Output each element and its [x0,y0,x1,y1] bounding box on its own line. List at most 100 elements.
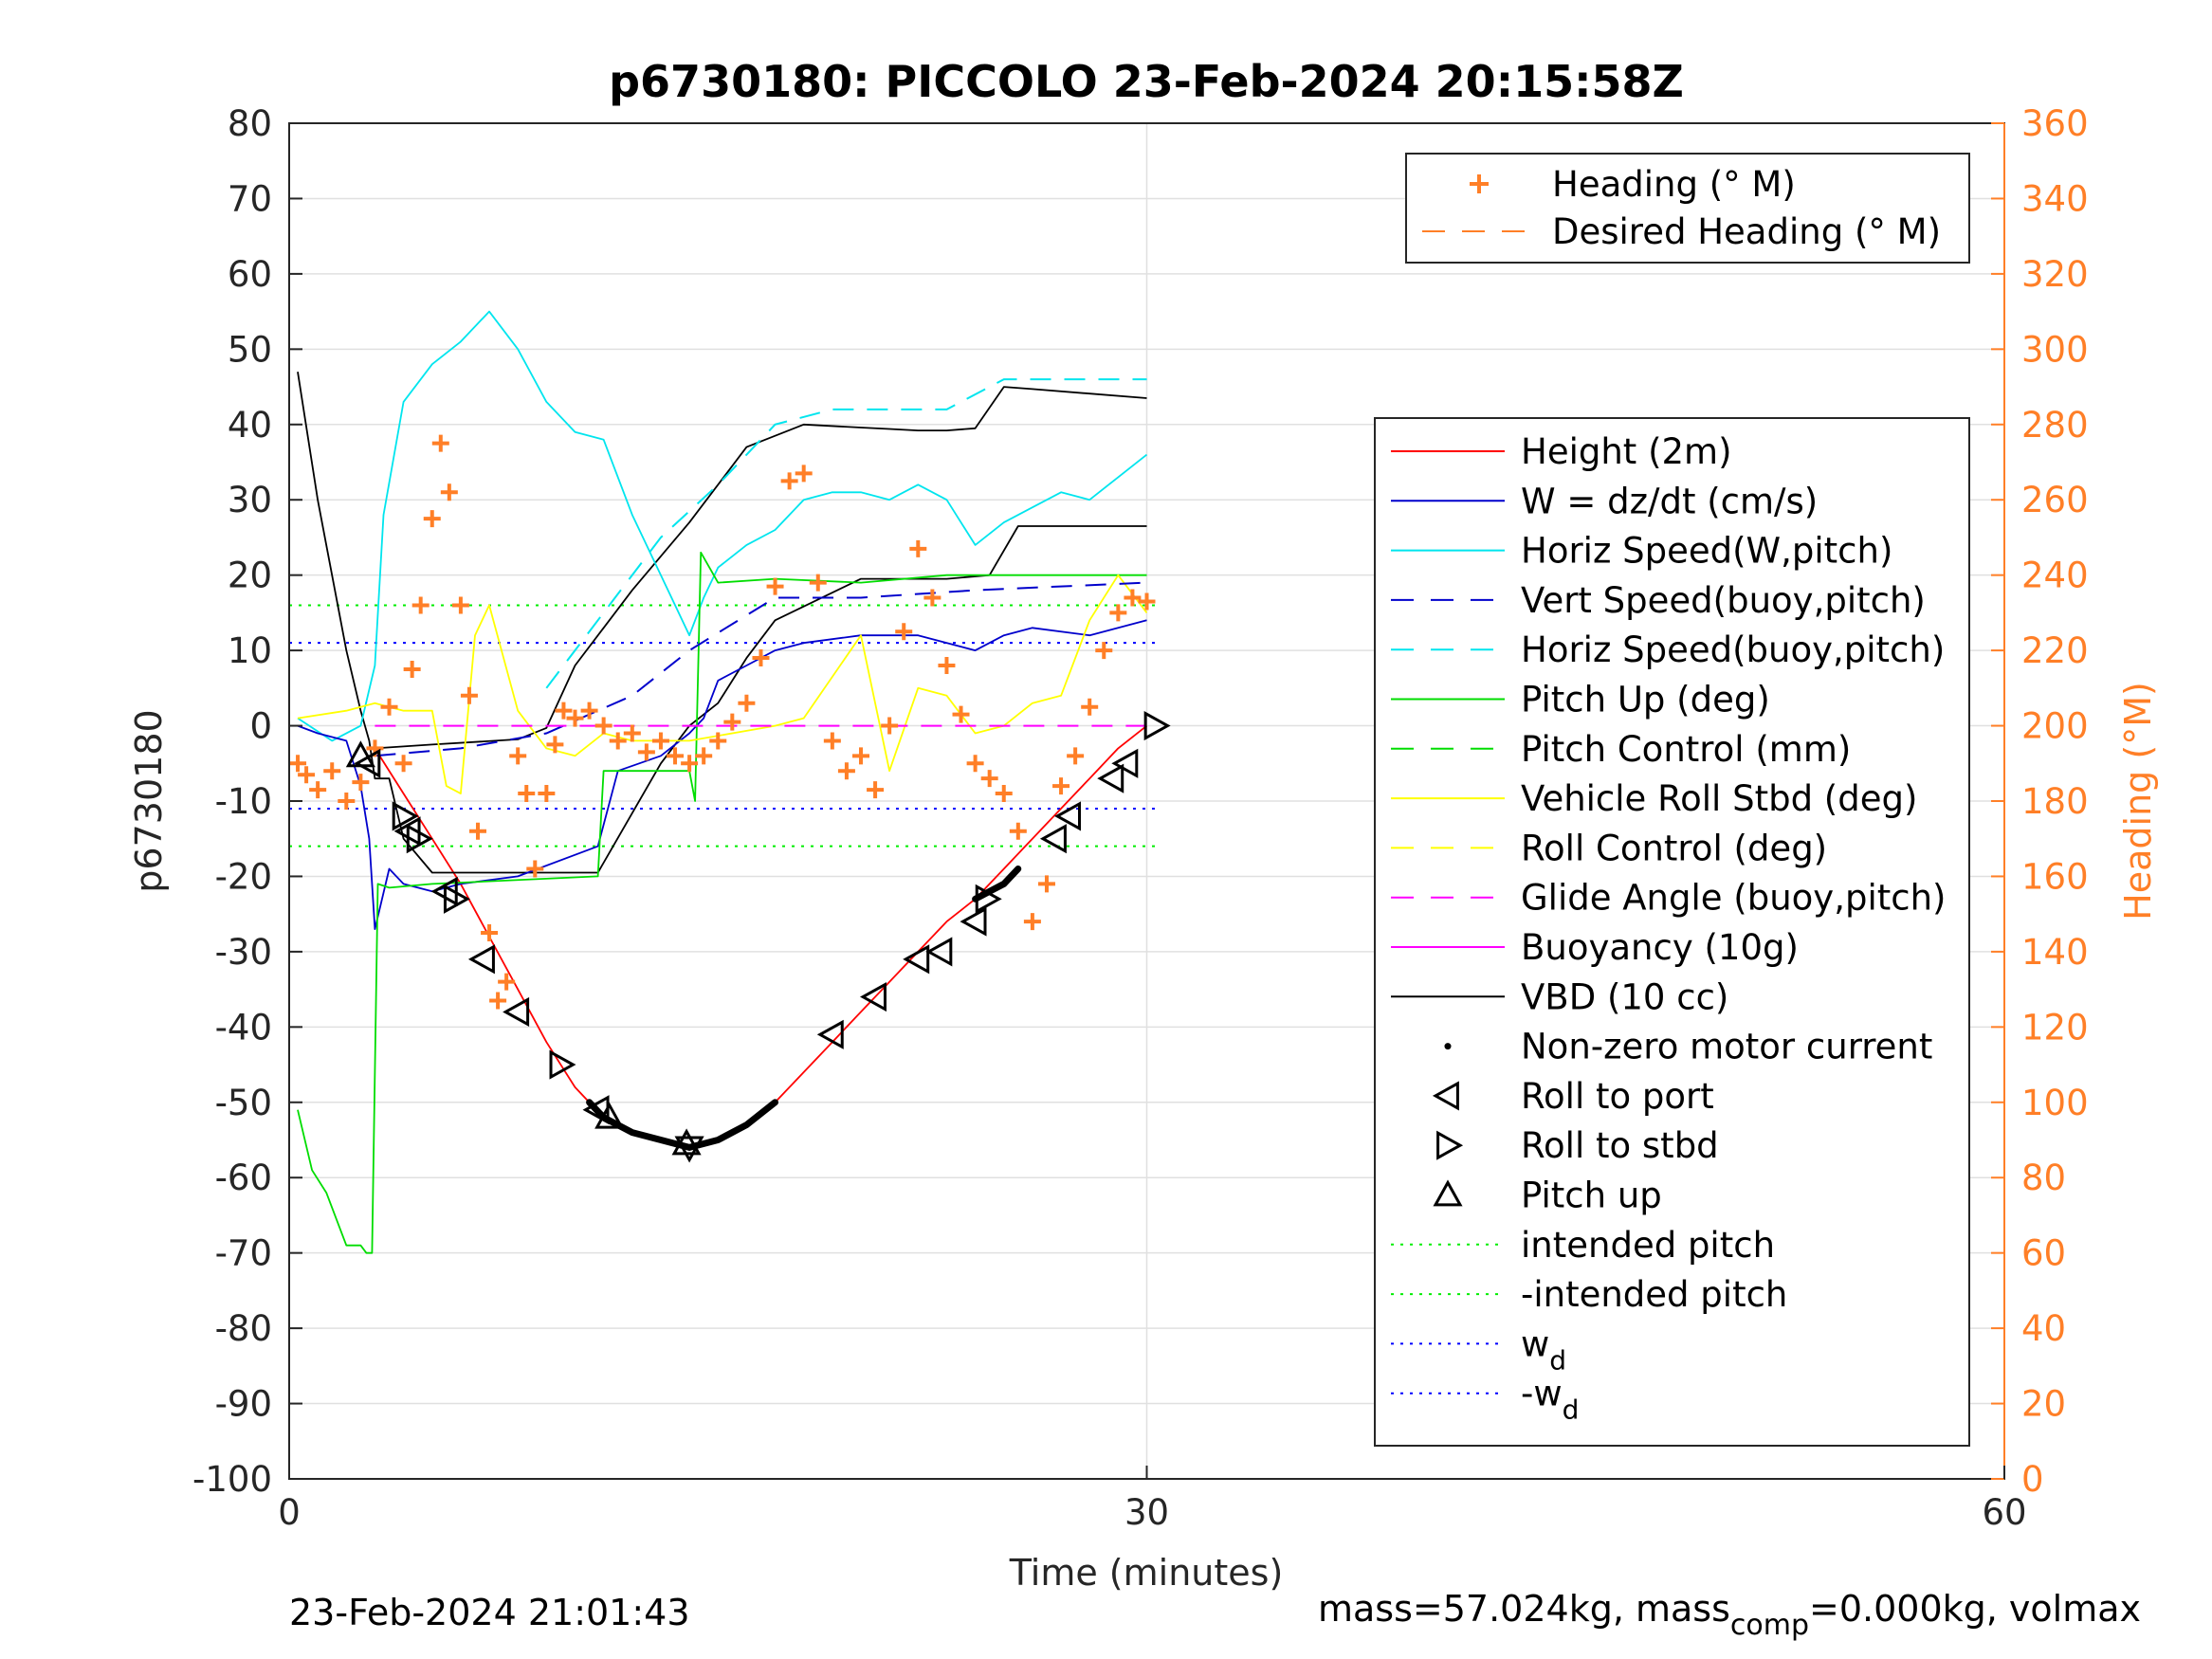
marker-tri-left [503,996,530,1027]
heading-point [1052,777,1070,795]
y2-tick-label: 160 [2021,856,2089,897]
legend-label: -intended pitch [1521,1274,1787,1315]
marker-tri-right [975,884,1002,914]
heading-point [411,596,430,614]
heading-point [594,717,612,735]
y-tick-label: -30 [215,932,272,973]
heading-point [380,698,398,716]
x-axis-label: Time (minutes) [1009,1552,1284,1594]
heading-point [352,774,370,792]
marker-tri-left [960,906,987,937]
heading-plus [489,992,507,1010]
marker-tri-left [1097,763,1124,793]
heading-plus [995,785,1013,803]
footer-date: 23-Feb-2024 21:01:43 [289,1592,690,1633]
legend-label-text: Buoyancy (10g) [1521,927,1799,968]
y2-tick-label: 40 [2021,1308,2066,1349]
heading-plus [681,755,699,773]
legend-label-sub: d [1563,1395,1580,1426]
heading-plus [651,732,669,750]
heading-plus [980,770,998,788]
y-tick-label: 0 [249,706,272,747]
legend-label: -wd [1521,1374,1579,1426]
x-tick-label: 60 [1982,1492,2026,1533]
y2-tick-label: 80 [2021,1158,2066,1198]
legend-main: Height (2m) W = dz/dt (cm/s) Horiz Speed(W… [1374,417,1970,1447]
heading-point [555,702,573,720]
axes: 80706050403020100-10-20-30-40-50-60-70-8… [192,103,2089,1533]
legend-label: W = dz/dt (cm/s) [1521,481,1818,521]
y2-tick-label: 0 [2021,1459,2044,1500]
y2-tick-label: 60 [2021,1233,2066,1274]
legend-label-text: Pitch Up (deg) [1521,680,1770,720]
series-horiz [297,310,1148,742]
y2-tick-label: 120 [2021,1007,2089,1048]
heading-point [289,755,307,773]
legend-label-text: Desired Heading (° M) [1552,211,1941,252]
legend-label: wd [1521,1323,1566,1376]
footer-mass-tail: =0.000kg, volmax [1809,1588,2141,1630]
y2-tick-label: 340 [2021,178,2089,219]
y-tick-label: -70 [215,1233,272,1274]
heading-plus [526,860,544,878]
y2-tick-label: 200 [2021,706,2089,747]
y2-tick-label: 140 [2021,932,2089,973]
heading-point [909,539,927,557]
legend-swatch [1470,174,1489,193]
heading-plus [1095,642,1113,660]
legend-label-text: Height (2m) [1521,431,1732,472]
heading-plus [411,596,430,614]
heading-plus [780,472,798,490]
heading-plus [518,785,536,803]
heading-plus [566,709,584,727]
legend-label-text: Roll to port [1521,1076,1714,1117]
heading-plus [823,732,841,750]
heading-point [695,747,713,765]
y-tick-label: 20 [228,556,272,596]
heading-point [451,596,469,614]
heading-plus [440,483,458,501]
series-lines [297,310,1148,1254]
heading-plus [289,755,307,773]
heading-plus [498,973,516,991]
y-tick-label: 80 [228,103,272,144]
marker-tri-left [1111,748,1139,778]
legend-label-text: w [1521,1323,1549,1364]
motor-current-segment [972,866,1022,902]
chart-title: p6730180: PICCOLO 23-Feb-2024 20:15:58Z [609,56,1684,107]
y-tick-label: -20 [215,856,272,897]
series-buoy [375,386,1147,750]
legend-label: Roll Control (deg) [1521,828,1827,868]
marker-tri-right [1143,711,1171,741]
y2-tick-label: 180 [2021,781,2089,822]
legend-label: Glide Angle (buoy,pitch) [1521,878,1946,919]
marker-tri-right [549,1049,576,1080]
series-w [297,619,1147,930]
footer-mass-sub: comp [1730,1609,1809,1642]
heading-plus [546,736,564,754]
legend-label-text: Roll Control (deg) [1521,828,1827,868]
heading-point [809,574,827,592]
heading-point [394,755,412,773]
heading-point [566,709,584,727]
heading-plus [709,732,727,750]
heading-plus [1023,913,1041,931]
heading-point [546,736,564,754]
heading-point [1009,822,1027,840]
heading-point [403,660,421,678]
heading-plus [423,510,441,528]
footer-mass-main: mass=57.024kg, mass [1318,1588,1730,1630]
legend-label-text: Vehicle Roll Stbd (deg) [1521,778,1917,819]
heading-point [1095,642,1113,660]
heading-plus [938,657,956,674]
heading-plus [1067,747,1085,765]
heading-point [923,589,941,607]
x-tick-label: 0 [278,1492,301,1533]
y-axis-label: p6730180 [128,709,170,892]
heading-point [309,781,327,799]
marker-tri-down [674,1136,704,1163]
marker-tri-right [392,801,419,831]
heading-plus [1081,698,1099,716]
y2-axis-label: Heading (°M) [2117,682,2159,921]
marker-tri-left [903,944,930,975]
